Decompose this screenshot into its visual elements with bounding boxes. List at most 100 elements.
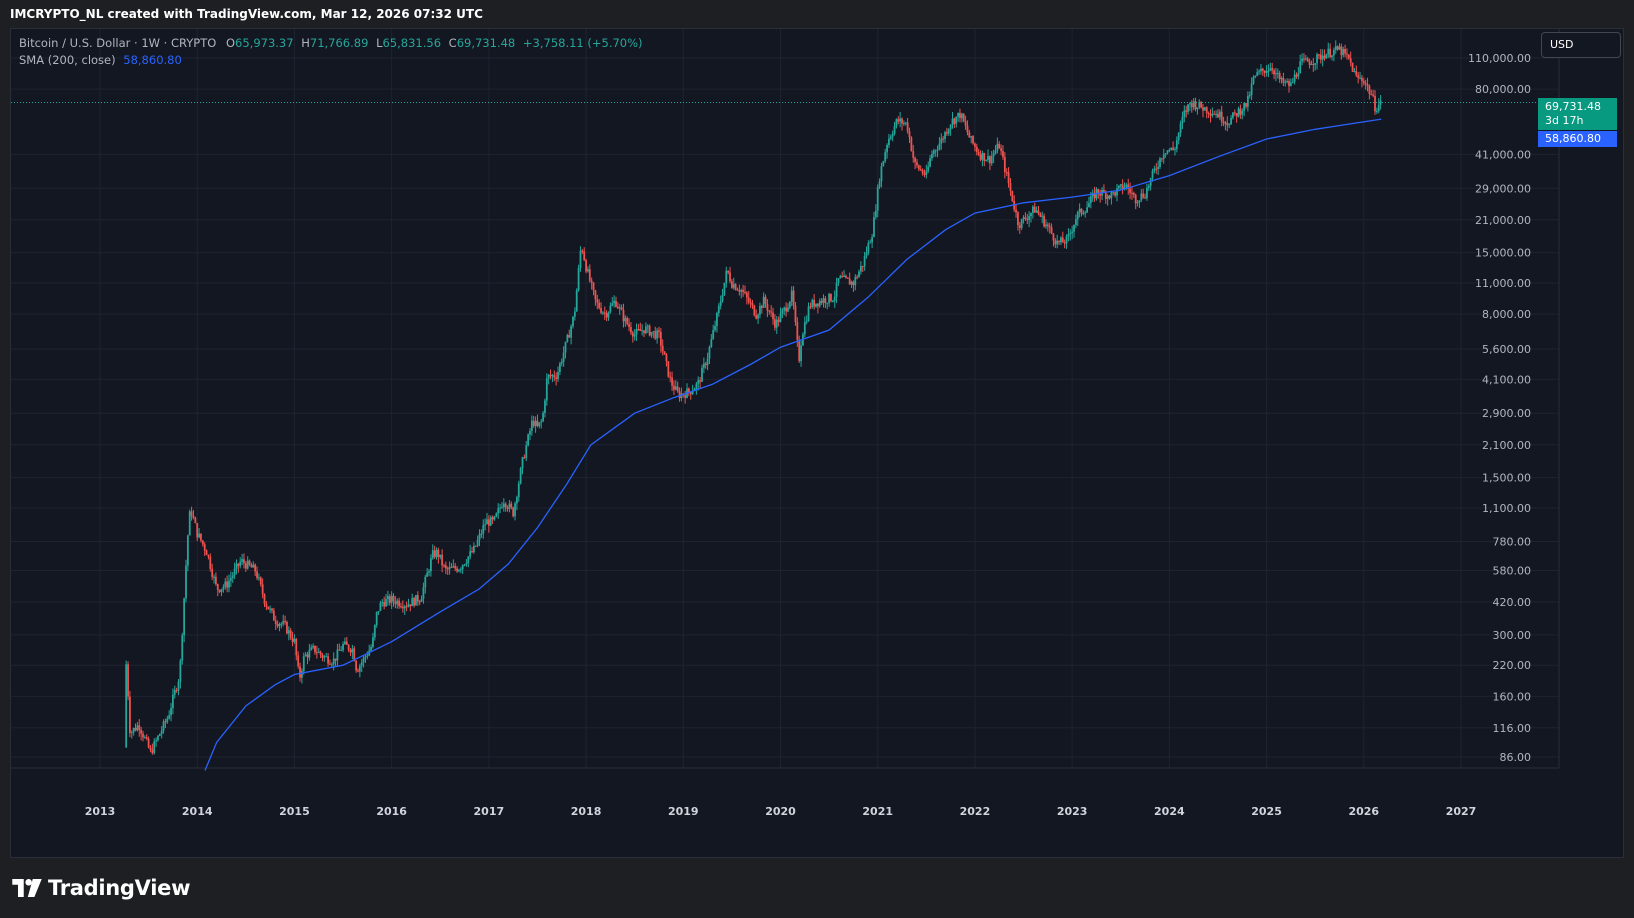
candle-body (379, 602, 382, 611)
candle-body (587, 269, 589, 272)
x-tick-label: 2027 (1446, 805, 1477, 818)
candle-body (861, 265, 864, 267)
candle-body (1248, 95, 1251, 97)
candle-body (852, 281, 855, 286)
candle-body (820, 300, 823, 303)
candle-body (1179, 123, 1182, 133)
candle-body (321, 654, 324, 658)
candle-body (904, 122, 907, 124)
candle-body (1310, 63, 1313, 65)
symbol-label[interactable]: Bitcoin / U.S. Dollar · 1W · CRYPTO (19, 36, 217, 50)
price-chart[interactable]: 110,000.00 80,000.00 41,000.00 29,000.00 21,… (11, 29, 1623, 857)
attribution-text: IMCRYPTO_NL created with TradingView.com… (10, 7, 483, 21)
candle-body (132, 728, 135, 733)
candle-body (1340, 46, 1343, 56)
candle-body (1327, 48, 1330, 55)
candle-body (564, 341, 567, 353)
candle-body (538, 422, 541, 427)
candle-body (514, 503, 516, 517)
candle-body (308, 650, 311, 658)
candle-body (815, 303, 817, 307)
candle-body (811, 299, 814, 307)
candle-body (818, 300, 821, 307)
candle-body (888, 138, 890, 146)
candle-body (753, 305, 756, 316)
candle-body (1183, 110, 1186, 117)
candle-body (1329, 48, 1332, 58)
candle-body (712, 329, 715, 339)
candle-body (549, 374, 552, 377)
candle-body (764, 296, 767, 304)
candle-body (454, 565, 457, 569)
currency-button[interactable]: USD (1541, 32, 1621, 58)
candle-body (1181, 116, 1184, 124)
candle-body (340, 650, 343, 652)
y-tick-label: 4,100.00 (1482, 373, 1531, 386)
x-tick-label: 2014 (182, 805, 213, 818)
candle-body (916, 162, 918, 166)
tradingview-logo[interactable]: TradingView (12, 876, 190, 900)
candle-body (360, 662, 363, 666)
candle-body (658, 330, 660, 332)
candle-body (981, 152, 984, 160)
candle-body (401, 606, 404, 609)
candle-body (988, 155, 991, 164)
candle-body (1003, 157, 1006, 172)
candle-body (555, 377, 558, 379)
candle-body (209, 556, 212, 569)
candle-body (663, 351, 666, 355)
candle-body (1332, 49, 1335, 56)
candle-body (495, 513, 498, 517)
candle-body (835, 282, 838, 297)
chart-pane[interactable]: 110,000.00 80,000.00 41,000.00 29,000.00 21,… (10, 28, 1624, 858)
candle-body (596, 299, 599, 303)
candle-body (626, 317, 629, 325)
candle-body (1336, 46, 1339, 50)
candle-body (1116, 188, 1118, 196)
candle-body (357, 670, 359, 672)
candle-body (276, 624, 279, 627)
candle-body (635, 329, 638, 335)
candle-body (813, 299, 816, 307)
candle-body (370, 647, 372, 651)
candle-body (334, 658, 337, 661)
candle-body (1134, 194, 1137, 204)
sma-label[interactable]: SMA (200, close) (19, 53, 116, 67)
candle-body (641, 330, 644, 332)
candle-body (858, 271, 860, 278)
candle-body (151, 749, 154, 754)
candle-body (996, 143, 999, 151)
candle-body (572, 316, 574, 327)
candle-body (949, 124, 952, 130)
candle-body (710, 338, 713, 348)
candle-body (145, 737, 148, 739)
candle-body (1058, 240, 1060, 243)
low-value: 65,831.56 (382, 36, 442, 50)
candle-body (553, 375, 556, 378)
candle-body (347, 644, 350, 650)
candle-body (484, 524, 487, 526)
x-tick-label: 2019 (668, 805, 699, 818)
candle-body (172, 694, 174, 709)
candle-body (198, 533, 200, 538)
x-tick-label: 2018 (571, 805, 602, 818)
candle-body (575, 290, 578, 312)
candle-body (730, 281, 733, 288)
candle-body (1028, 216, 1031, 221)
candle-body (942, 138, 945, 140)
candle-body (719, 301, 722, 306)
candle-body (493, 516, 496, 520)
candle-body (931, 153, 933, 159)
candle-body (600, 308, 602, 313)
candle-body (1295, 74, 1298, 77)
candle-body (358, 665, 361, 672)
candle-body (190, 511, 193, 516)
candle-body (459, 569, 462, 571)
candle-body (545, 378, 548, 401)
candle-body (166, 718, 169, 723)
candle-body (734, 284, 737, 290)
candle-body (282, 621, 285, 624)
candle-body (301, 671, 303, 678)
candle-body (1142, 193, 1145, 198)
candle-body (633, 334, 636, 337)
